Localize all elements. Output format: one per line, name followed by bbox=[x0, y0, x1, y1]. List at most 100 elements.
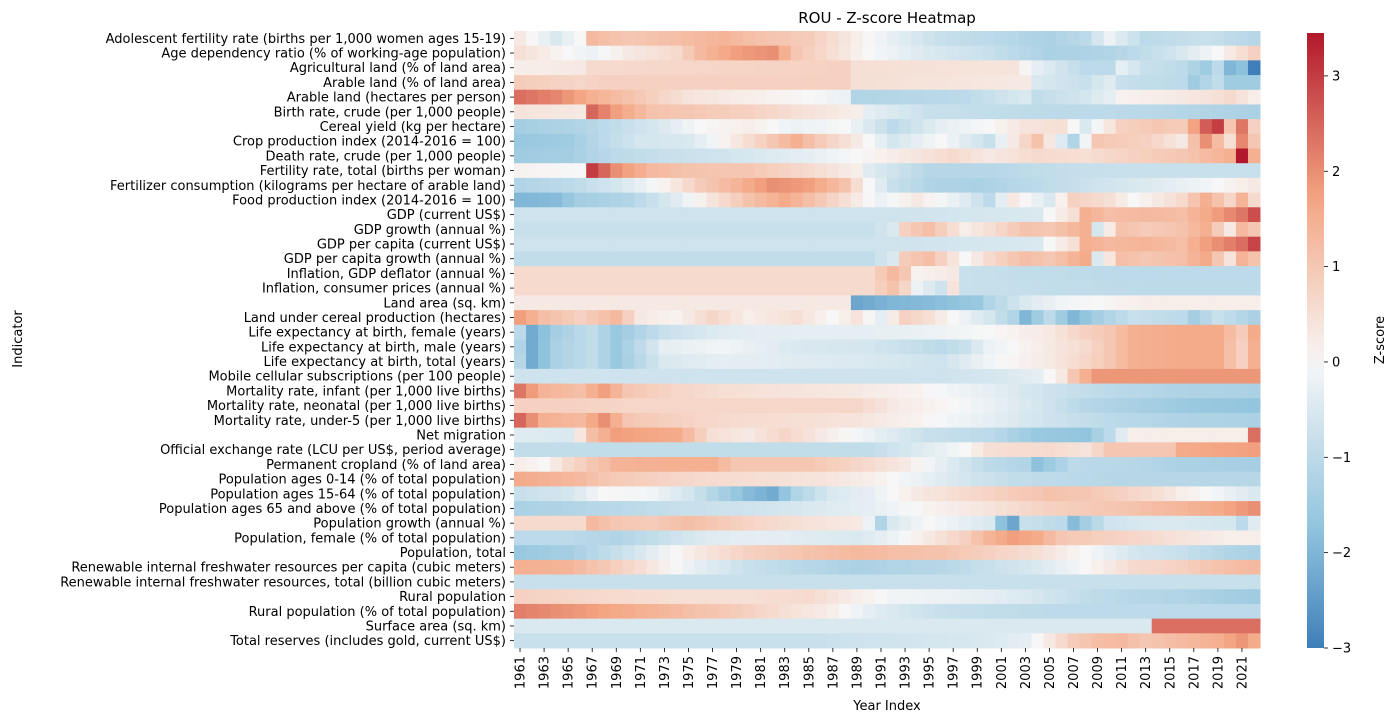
heatmap-cell bbox=[959, 45, 972, 61]
heatmap-cell bbox=[730, 192, 744, 208]
heatmap-cell bbox=[694, 163, 708, 179]
heatmap-cell bbox=[1139, 192, 1153, 208]
heatmap-cell bbox=[850, 574, 864, 590]
heatmap-cell bbox=[718, 603, 732, 620]
heatmap-cell bbox=[874, 221, 888, 238]
heatmap-cell bbox=[838, 383, 852, 399]
heatmap-cell bbox=[622, 148, 635, 164]
heatmap-cell bbox=[1007, 236, 1020, 252]
heatmap-cell bbox=[622, 574, 635, 590]
heatmap-cell bbox=[947, 457, 960, 473]
heatmap-cell bbox=[1043, 471, 1056, 487]
heatmap-cell bbox=[574, 545, 587, 561]
heatmap-cell bbox=[562, 251, 575, 267]
heatmap-cell bbox=[598, 310, 611, 326]
heatmap-cell bbox=[899, 633, 912, 649]
heatmap-cell bbox=[983, 501, 996, 517]
heatmap-cell bbox=[550, 251, 563, 267]
heatmap-cell bbox=[838, 368, 852, 385]
heatmap-cell bbox=[634, 354, 647, 370]
heatmap-cell bbox=[514, 442, 527, 458]
heatmap-cell bbox=[1067, 368, 1081, 385]
heatmap-cell bbox=[947, 515, 960, 531]
heatmap-cell bbox=[574, 119, 587, 135]
heatmap-cell bbox=[1247, 457, 1261, 473]
heatmap-cell bbox=[1031, 89, 1044, 105]
heatmap-cell bbox=[1103, 442, 1117, 458]
heatmap-cell bbox=[790, 133, 804, 150]
heatmap-cell bbox=[550, 486, 563, 502]
heatmap-cell bbox=[1187, 177, 1201, 194]
year-tick-label: 1999 bbox=[971, 656, 986, 689]
heatmap-cell bbox=[538, 457, 551, 473]
heatmap-cell bbox=[658, 192, 671, 208]
heatmap-cell bbox=[995, 398, 1008, 414]
indicator-label: Permanent cropland (% of land area) bbox=[266, 458, 506, 473]
heatmap-cell bbox=[814, 163, 828, 179]
heatmap-cell bbox=[1151, 603, 1165, 620]
heatmap-cell bbox=[983, 486, 996, 502]
heatmap-cell bbox=[1103, 163, 1117, 179]
heatmap-cell bbox=[874, 457, 888, 473]
heatmap-cell bbox=[646, 251, 659, 267]
heatmap-cell bbox=[718, 236, 732, 252]
heatmap-cell bbox=[995, 574, 1008, 590]
heatmap-cell bbox=[1127, 45, 1141, 61]
heatmap-cell bbox=[526, 324, 539, 340]
heatmap-cell bbox=[682, 75, 695, 91]
heatmap-cell bbox=[1247, 339, 1261, 355]
heatmap-cell bbox=[514, 368, 527, 385]
heatmap-cell bbox=[995, 133, 1008, 150]
heatmap-cell bbox=[1223, 119, 1237, 135]
heatmap-cell bbox=[742, 177, 756, 194]
heatmap-cell bbox=[838, 133, 852, 150]
heatmap-cell bbox=[923, 75, 936, 91]
heatmap-cell bbox=[971, 412, 984, 429]
heatmap-cell bbox=[1115, 530, 1129, 546]
heatmap-cell bbox=[1151, 457, 1165, 473]
heatmap-cell bbox=[670, 266, 683, 282]
heatmap-cell bbox=[971, 133, 984, 150]
heatmap-cell bbox=[1055, 163, 1068, 179]
heatmap-cell bbox=[947, 89, 960, 105]
heatmap-cell bbox=[694, 236, 708, 252]
heatmap-cell bbox=[1019, 368, 1032, 385]
heatmap-cell bbox=[1139, 324, 1153, 340]
heatmap-cell bbox=[1163, 207, 1177, 223]
heatmap-cell bbox=[526, 236, 539, 252]
heatmap-cell bbox=[658, 280, 671, 296]
heatmap-cell bbox=[911, 31, 924, 47]
heatmap-cell bbox=[1247, 545, 1261, 561]
heatmap-cell bbox=[1103, 618, 1117, 634]
heatmap-cell bbox=[682, 280, 695, 296]
heatmap-cell bbox=[598, 133, 611, 150]
heatmap-cell bbox=[682, 471, 695, 487]
heatmap-cell bbox=[1247, 368, 1261, 385]
heatmap-cell bbox=[923, 530, 936, 546]
heatmap-cell bbox=[935, 486, 948, 502]
heatmap-cell bbox=[754, 383, 768, 399]
heatmap-cell bbox=[718, 412, 732, 429]
indicator-label: Net migration bbox=[416, 428, 506, 443]
heatmap-cell bbox=[1247, 89, 1261, 105]
heatmap-cell bbox=[1151, 412, 1165, 429]
heatmap-cell bbox=[995, 177, 1008, 194]
heatmap-cell bbox=[911, 133, 924, 150]
heatmap-cell bbox=[526, 310, 539, 326]
heatmap-cell bbox=[1079, 545, 1093, 561]
heatmap-cell bbox=[1211, 133, 1225, 150]
heatmap-cell bbox=[550, 133, 563, 150]
heatmap-cell bbox=[1091, 266, 1105, 282]
heatmap-cell bbox=[646, 324, 659, 340]
heatmap-cell bbox=[971, 354, 984, 370]
heatmap-cell bbox=[899, 574, 912, 590]
year-tick-label: 2007 bbox=[1067, 656, 1082, 689]
colorbar-tick-label: 2 bbox=[1332, 165, 1340, 180]
heatmap-cell bbox=[538, 236, 551, 252]
heatmap-cell bbox=[947, 603, 960, 620]
heatmap-cell bbox=[947, 442, 960, 458]
heatmap-cell bbox=[1079, 89, 1093, 105]
heatmap-cell bbox=[1235, 427, 1249, 443]
heatmap-cell bbox=[1223, 427, 1237, 443]
heatmap-cell bbox=[658, 486, 671, 502]
